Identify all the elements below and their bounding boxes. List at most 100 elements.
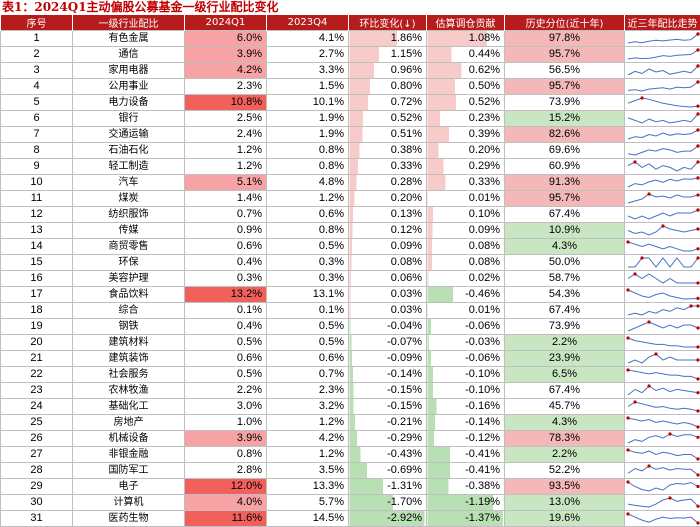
sparkline-line (628, 370, 698, 379)
value-2023q4: 0.6% (267, 351, 349, 367)
sparkline-chart (625, 383, 700, 398)
historical-percentile: 23.9% (505, 351, 625, 367)
sparkline-chart (625, 63, 700, 78)
allocation-table: 序号 一级行业配比 2024Q1 2023Q4 环比变化(↓) 估算调仓贡献 历… (0, 15, 700, 527)
value-2023q4: 1.2% (267, 415, 349, 431)
row-number: 31 (1, 511, 73, 527)
value-2024q1: 2.3% (185, 79, 267, 95)
sparkline-last-marker (696, 457, 699, 460)
historical-percentile: 4.3% (505, 239, 625, 255)
value-2023q4: 2.7% (267, 47, 349, 63)
trend-sparkline (625, 287, 700, 303)
sparkline-line (628, 498, 698, 507)
rebalance-contribution: -0.41% (427, 447, 505, 463)
sparkline-last-marker (696, 505, 699, 508)
value-2023q4: 1.2% (267, 191, 349, 207)
industry-name: 传媒 (73, 223, 185, 239)
industry-name: 基础化工 (73, 399, 185, 415)
sparkline-line (628, 114, 698, 123)
trend-sparkline (625, 127, 700, 143)
row-number: 17 (1, 287, 73, 303)
qoq-change: 0.12% (349, 223, 427, 239)
rebalance-contribution: -0.14% (427, 415, 505, 431)
historical-percentile: 67.4% (505, 303, 625, 319)
row-number: 30 (1, 495, 73, 511)
sparkline-chart (625, 415, 700, 430)
historical-percentile: 67.4% (505, 383, 625, 399)
trend-sparkline (625, 319, 700, 335)
sparkline-chart (625, 351, 700, 366)
sparkline-chart (625, 335, 700, 350)
sparkline-chart (625, 367, 700, 382)
historical-percentile: 95.7% (505, 79, 625, 95)
qoq-change: -0.21% (349, 415, 427, 431)
row-number: 29 (1, 479, 73, 495)
sparkline-max-marker (661, 224, 664, 227)
sparkline-line (628, 242, 698, 251)
sparkline-line (628, 434, 698, 443)
sparkline-last-marker (696, 485, 699, 488)
value-2023q4: 0.8% (267, 223, 349, 239)
sparkline-max-marker (626, 416, 629, 419)
trend-sparkline (625, 431, 700, 447)
sparkline-chart (625, 207, 700, 222)
qoq-change: -0.43% (349, 447, 427, 463)
sparkline-line (628, 178, 698, 187)
rebalance-contribution: -0.06% (427, 319, 505, 335)
row-number: 28 (1, 463, 73, 479)
sparkline-chart (625, 431, 700, 446)
row-number: 25 (1, 415, 73, 431)
rebalance-contribution: 0.62% (427, 63, 505, 79)
sparkline-line (628, 338, 698, 347)
sparkline-chart (625, 111, 700, 126)
historical-percentile: 56.5% (505, 63, 625, 79)
sparkline-max-marker (626, 336, 629, 339)
row-number: 19 (1, 319, 73, 335)
rebalance-contribution: 0.08% (427, 239, 505, 255)
value-2024q1: 5.1% (185, 175, 267, 191)
value-2023q4: 2.3% (267, 383, 349, 399)
row-number: 21 (1, 351, 73, 367)
sparkline-last-marker (696, 32, 699, 35)
sparkline-max-marker (626, 512, 629, 515)
sparkline-chart (625, 511, 700, 526)
trend-sparkline (625, 159, 700, 175)
trend-sparkline (625, 447, 700, 463)
value-2024q1: 11.6% (185, 511, 267, 527)
row-number: 12 (1, 207, 73, 223)
sparkline-last-marker (696, 144, 699, 147)
value-2023q4: 4.1% (267, 31, 349, 47)
row-number: 26 (1, 431, 73, 447)
historical-percentile: 60.9% (505, 159, 625, 175)
historical-percentile: 2.2% (505, 447, 625, 463)
historical-percentile: 2.2% (505, 335, 625, 351)
industry-name: 轻工制造 (73, 159, 185, 175)
value-2023q4: 0.8% (267, 159, 349, 175)
sparkline-line (628, 514, 698, 523)
value-2024q1: 0.6% (185, 239, 267, 255)
rebalance-contribution: -0.16% (427, 399, 505, 415)
qoq-change: -0.69% (349, 463, 427, 479)
rebalance-contribution: 0.10% (427, 207, 505, 223)
trend-sparkline (625, 399, 700, 415)
sparkline-last-marker (696, 436, 699, 439)
value-2024q1: 1.0% (185, 415, 267, 431)
historical-percentile: 69.6% (505, 143, 625, 159)
trend-sparkline (625, 111, 700, 127)
value-2023q4: 0.5% (267, 319, 349, 335)
trend-sparkline (625, 95, 700, 111)
trend-sparkline (625, 335, 700, 351)
rebalance-contribution: 0.52% (427, 95, 505, 111)
sparkline-last-marker (696, 345, 699, 348)
sparkline-max-marker (633, 400, 636, 403)
row-number: 9 (1, 159, 73, 175)
historical-percentile: 52.2% (505, 463, 625, 479)
trend-sparkline (625, 415, 700, 431)
trend-sparkline (625, 191, 700, 207)
rebalance-contribution: -1.37% (427, 511, 505, 527)
sparkline-last-marker (696, 208, 699, 211)
